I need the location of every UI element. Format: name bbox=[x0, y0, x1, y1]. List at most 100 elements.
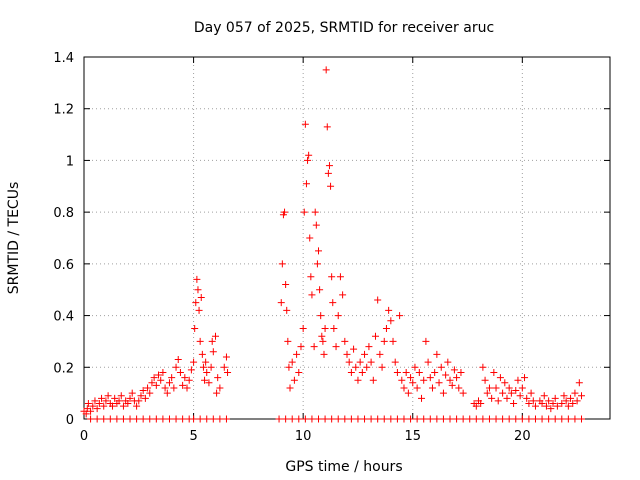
data-point bbox=[172, 363, 180, 371]
data-point bbox=[168, 374, 176, 382]
data-point bbox=[117, 392, 125, 400]
data-point bbox=[87, 415, 95, 423]
data-point bbox=[128, 389, 136, 397]
data-point bbox=[93, 405, 101, 413]
data-point bbox=[499, 415, 507, 423]
data-point bbox=[327, 182, 335, 190]
data-point bbox=[448, 381, 456, 389]
y-tick-label: 0.6 bbox=[53, 258, 74, 273]
data-point bbox=[485, 384, 493, 392]
data-point bbox=[170, 384, 178, 392]
data-point bbox=[490, 368, 498, 376]
data-point bbox=[529, 397, 537, 405]
data-point bbox=[424, 358, 432, 366]
data-point bbox=[385, 306, 393, 314]
data-point bbox=[203, 368, 211, 376]
data-point bbox=[322, 66, 330, 74]
data-point bbox=[295, 415, 303, 423]
data-point bbox=[538, 399, 546, 407]
y-tick-label: 0 bbox=[66, 413, 74, 428]
data-point bbox=[196, 337, 204, 345]
data-point bbox=[317, 312, 325, 320]
data-point bbox=[540, 392, 548, 400]
data-point bbox=[93, 415, 101, 423]
data-point bbox=[330, 325, 338, 332]
data-point bbox=[393, 368, 401, 376]
data-point bbox=[472, 402, 480, 410]
x-tick-label: 15 bbox=[404, 429, 421, 444]
data-point bbox=[492, 415, 500, 423]
data-point bbox=[141, 394, 149, 402]
data-point bbox=[492, 384, 500, 392]
data-point bbox=[510, 399, 518, 407]
data-point bbox=[575, 379, 583, 387]
y-tick-label: 1.4 bbox=[53, 51, 74, 66]
data-point bbox=[285, 363, 293, 371]
data-point bbox=[400, 415, 408, 423]
data-point bbox=[387, 317, 395, 325]
data-point bbox=[426, 374, 434, 382]
data-point bbox=[494, 397, 502, 405]
data-point bbox=[477, 399, 485, 407]
data-point bbox=[165, 379, 173, 387]
data-point bbox=[115, 397, 123, 405]
data-point bbox=[329, 299, 337, 307]
data-point bbox=[479, 415, 487, 423]
data-point bbox=[571, 389, 579, 397]
data-point bbox=[352, 363, 360, 371]
data-point bbox=[444, 358, 452, 366]
data-point bbox=[547, 405, 555, 413]
data-point bbox=[157, 376, 165, 384]
data-point bbox=[551, 415, 559, 423]
data-point bbox=[507, 389, 515, 397]
data-point bbox=[190, 358, 198, 366]
data-point bbox=[545, 415, 553, 423]
data-point bbox=[433, 415, 441, 423]
x-axis-label: GPS time / hours bbox=[285, 459, 402, 475]
data-point bbox=[193, 275, 201, 283]
data-point bbox=[199, 363, 207, 371]
data-point bbox=[208, 337, 216, 345]
data-point bbox=[341, 337, 349, 345]
data-point bbox=[531, 415, 539, 423]
data-point bbox=[387, 415, 395, 423]
data-point bbox=[100, 402, 108, 410]
data-point bbox=[402, 368, 410, 376]
data-point bbox=[354, 376, 362, 384]
data-point bbox=[538, 415, 546, 423]
data-point bbox=[523, 394, 531, 402]
data-point bbox=[165, 415, 173, 423]
data-point bbox=[420, 376, 428, 384]
data-point bbox=[113, 415, 121, 423]
data-point bbox=[374, 415, 382, 423]
data-point bbox=[578, 392, 586, 400]
data-point bbox=[299, 325, 307, 332]
data-point bbox=[282, 281, 290, 289]
data-point bbox=[195, 306, 203, 314]
data-point bbox=[159, 415, 167, 423]
data-point bbox=[393, 415, 401, 423]
data-point bbox=[278, 260, 286, 268]
data-point bbox=[558, 415, 566, 423]
data-point bbox=[382, 325, 390, 332]
data-point bbox=[319, 337, 327, 345]
data-point bbox=[481, 376, 489, 384]
data-point bbox=[361, 415, 369, 423]
data-point bbox=[305, 151, 313, 159]
data-point bbox=[400, 384, 408, 392]
data-point bbox=[152, 415, 160, 423]
data-point bbox=[567, 394, 575, 402]
data-point bbox=[301, 415, 309, 423]
plot-frame bbox=[83, 56, 611, 420]
x-tick-label: 20 bbox=[514, 429, 531, 444]
data-point bbox=[222, 415, 230, 423]
data-point bbox=[374, 296, 382, 304]
data-point bbox=[161, 384, 169, 392]
data-point bbox=[191, 325, 199, 332]
data-point bbox=[525, 399, 533, 407]
data-point bbox=[82, 410, 90, 418]
data-point bbox=[334, 415, 342, 423]
data-point bbox=[324, 169, 332, 177]
data-point bbox=[124, 399, 132, 407]
data-point bbox=[336, 273, 344, 281]
